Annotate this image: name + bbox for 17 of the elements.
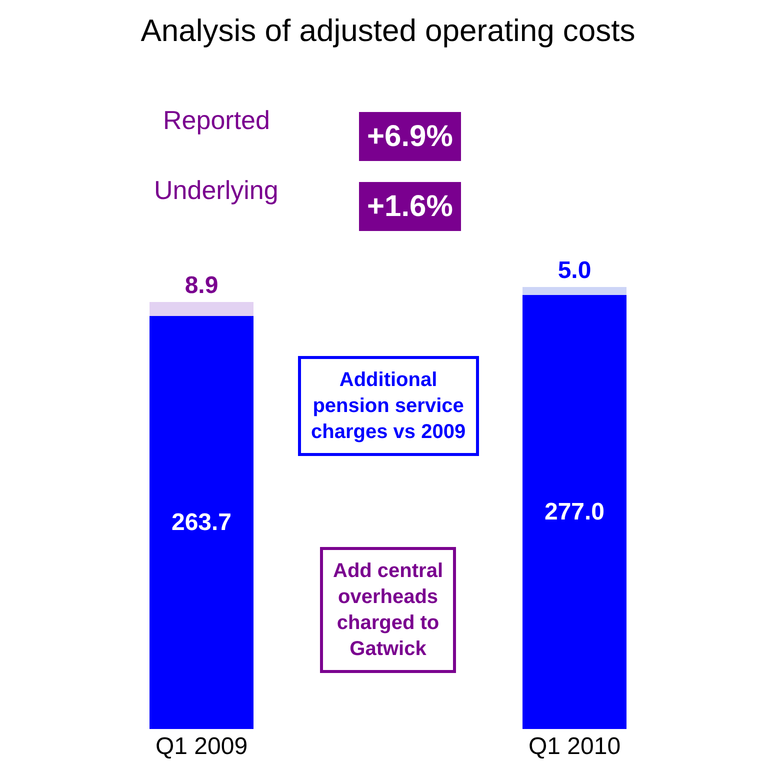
text: +1.6%: [367, 190, 453, 223]
bar: [522, 287, 627, 296]
annotation: Add central overheads charged to Gatwick: [333, 560, 444, 660]
chart-title: Analysis of adjusted operating costs: [140, 13, 636, 48]
text: +6.9%: [367, 120, 453, 153]
data-label: 263.7: [171, 508, 232, 536]
data-label: 5.0: [558, 257, 592, 284]
bar: [149, 302, 254, 316]
data-label: 277.0: [544, 498, 605, 526]
text: Reported: [163, 105, 270, 135]
bar: [522, 295, 627, 729]
annotation: Additional pension service charges vs 2009: [311, 369, 466, 443]
x-tick-label: Q1 2009: [155, 733, 248, 760]
x-tick-label: Q1 2010: [528, 733, 621, 760]
text: Underlying: [154, 175, 278, 205]
bar: [149, 316, 254, 729]
data-label: 8.9: [184, 272, 218, 299]
